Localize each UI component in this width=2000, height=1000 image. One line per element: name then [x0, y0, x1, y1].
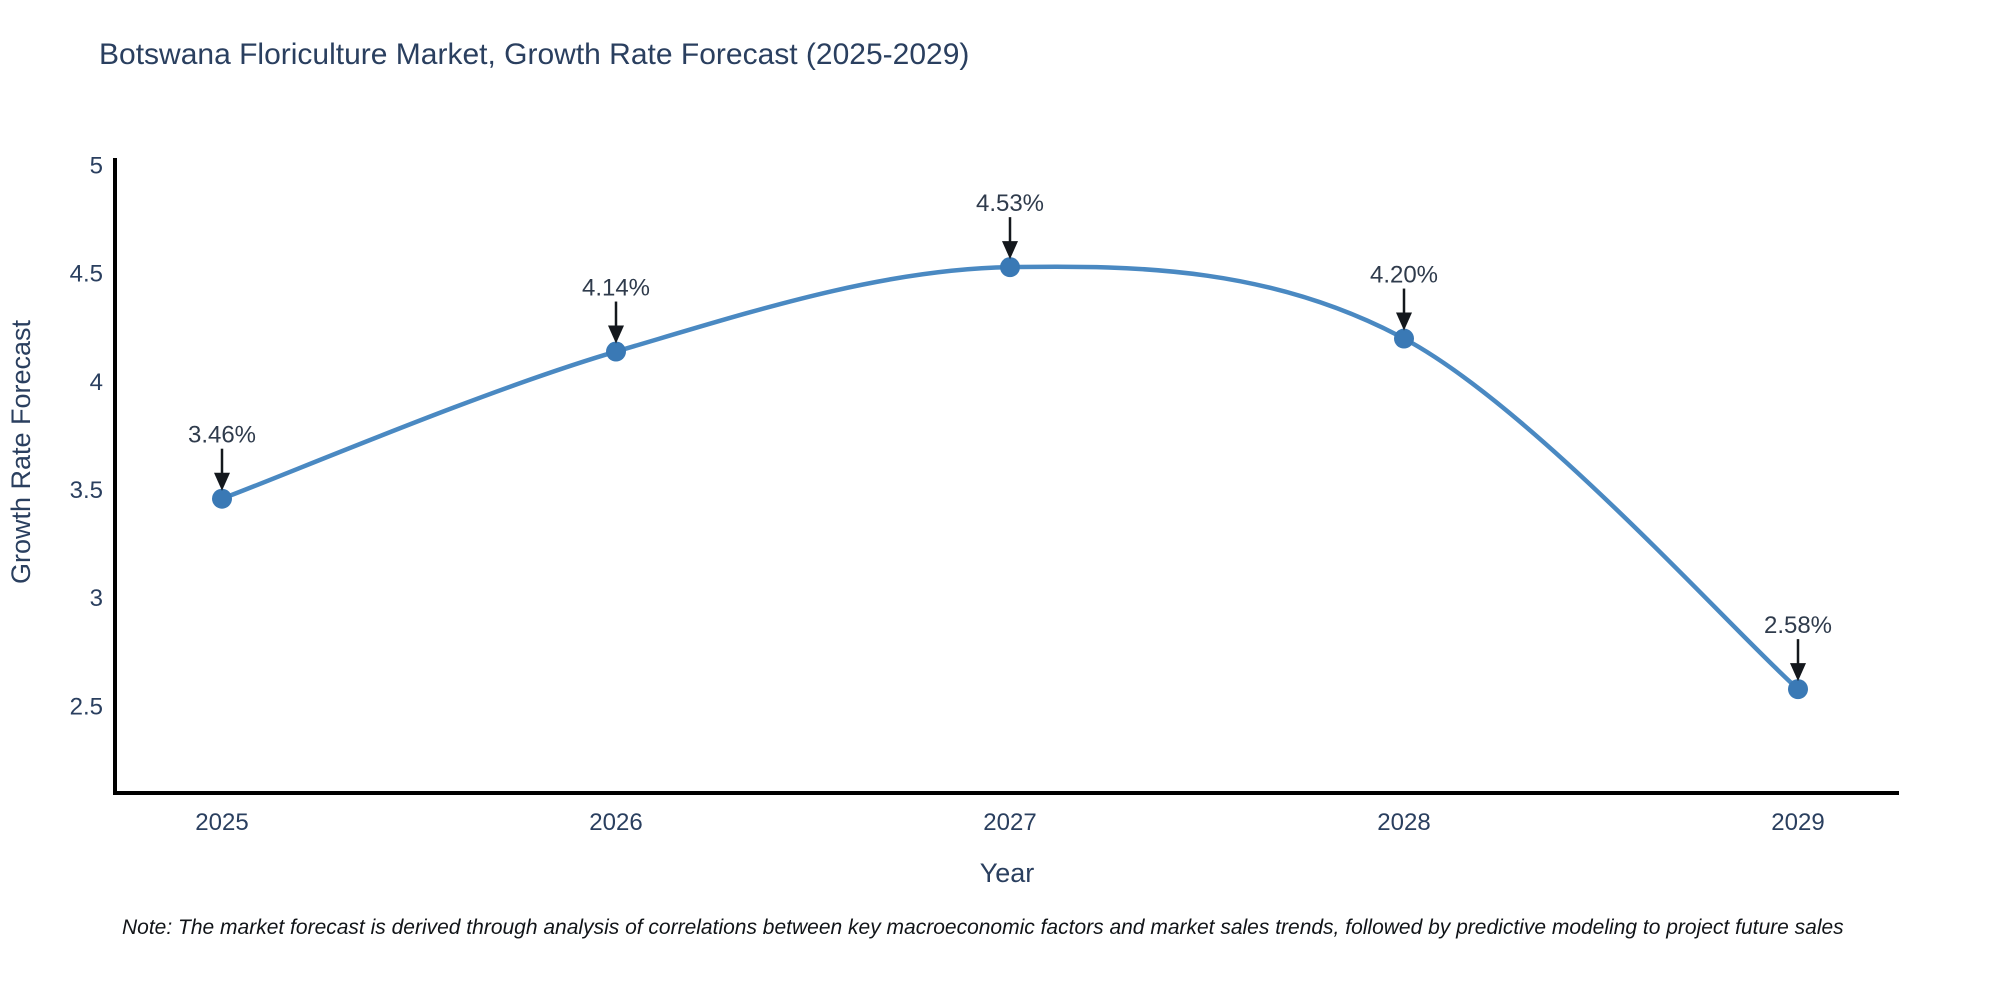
data-point-marker — [606, 341, 626, 362]
annotation-label: 2.58% — [1764, 612, 1832, 639]
annotation-arrowhead — [1002, 241, 1018, 260]
y-tick-label: 4 — [90, 369, 103, 396]
x-tick-label: 2027 — [983, 809, 1036, 836]
x-tick-label: 2025 — [195, 809, 248, 836]
annotation-label: 4.20% — [1370, 262, 1438, 289]
data-point-marker — [212, 488, 232, 509]
series-line — [219, 264, 1801, 692]
annotation-arrowhead — [1790, 663, 1806, 682]
annotation-arrowhead — [214, 472, 230, 491]
data-point-marker — [1000, 257, 1020, 278]
annotation-arrowhead — [608, 325, 624, 344]
data-point-marker — [1394, 328, 1414, 349]
y-tick-label: 4.5 — [70, 261, 103, 288]
annotation-label: 4.14% — [582, 275, 650, 302]
x-tick-label: 2029 — [1771, 809, 1824, 836]
y-tick-label: 3.5 — [70, 477, 103, 504]
x-tick-label: 2028 — [1377, 809, 1430, 836]
x-axis-title: Year — [980, 858, 1035, 888]
annotation-arrowhead — [1396, 312, 1412, 331]
annotation-label: 4.53% — [976, 190, 1044, 217]
chart-footnote: Note: The market forecast is derived thr… — [122, 916, 1844, 939]
y-tick-label: 5 — [90, 152, 103, 179]
x-tick-label: 2026 — [589, 809, 642, 836]
chart-title: Botswana Floriculture Market, Growth Rat… — [99, 38, 970, 71]
y-tick-label: 3 — [90, 585, 103, 612]
y-tick-label: 2.5 — [70, 693, 103, 720]
y-axis-title: Growth Rate Forecast — [6, 319, 36, 584]
annotation-label: 3.46% — [188, 422, 256, 449]
data-point-marker — [1788, 679, 1808, 700]
